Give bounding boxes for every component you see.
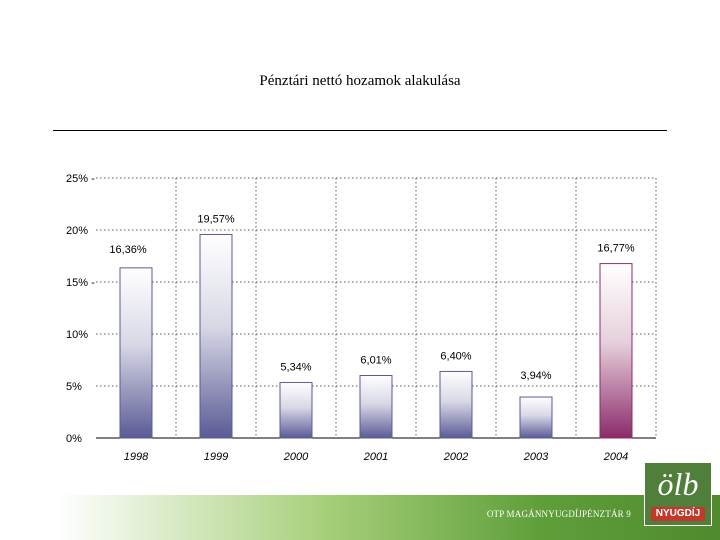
data-label-2003: 3,94% — [520, 370, 551, 382]
chart-title: Pénztári nettó hozamok alakulása — [259, 73, 461, 89]
bar-2001 — [359, 374, 393, 439]
data-label-2004: 16,77% — [597, 243, 635, 255]
logo-word: NYUGDÍJ — [651, 507, 705, 521]
y-tick-label: 10% — [66, 329, 88, 341]
footer-text: OTP MAGÁNNYUGDÍJPÉNZTÁR 9 — [486, 509, 631, 519]
y-tick-label: 25% - — [66, 173, 95, 185]
x-tick-label: 1998 — [124, 451, 149, 463]
y-tick-label: 0% — [66, 433, 82, 445]
x-tick-label: 1999 — [204, 451, 228, 463]
y-tick-label: 15% - — [66, 277, 95, 289]
bar-1998 — [119, 267, 153, 439]
x-tick-label: 2001 — [363, 451, 388, 463]
data-label-1998: 16,36% — [109, 244, 147, 256]
x-tick-label: 2000 — [283, 451, 309, 463]
data-label-2000: 5,34% — [280, 361, 311, 373]
bar-layer — [119, 233, 633, 439]
label-layer: 0% 5% 10% 15% - 20% 25% - 16,36% 1998 19,57% 1999… — [66, 173, 635, 463]
bar-2002 — [439, 370, 473, 439]
data-label-2001: 6,01% — [360, 354, 391, 366]
otp-logo: ölb NYUGDÍJ — [644, 462, 712, 526]
x-tick-label: 2004 — [603, 451, 628, 463]
y-tick-label: 20% — [66, 225, 88, 237]
bar-2000 — [279, 381, 313, 439]
footer-band: OTP MAGÁNNYUGDÍJPÉNZTÁR 9 — [0, 495, 720, 540]
bar-2004 — [599, 263, 633, 439]
x-tick-label: 2002 — [443, 451, 468, 463]
logo-mark: ölb — [657, 466, 699, 502]
bar-1999 — [199, 233, 233, 439]
y-tick-label: 5% — [66, 381, 82, 393]
data-label-1999: 19,57% — [197, 213, 235, 225]
bar-chart: 0% 5% 10% 15% - 20% 25% - 16,36% 1998 19,57% 1999… — [66, 173, 657, 463]
data-label-2002: 6,40% — [440, 350, 471, 362]
title-divider — [53, 130, 667, 131]
bar-2003 — [519, 396, 553, 439]
x-tick-label: 2003 — [523, 451, 549, 463]
